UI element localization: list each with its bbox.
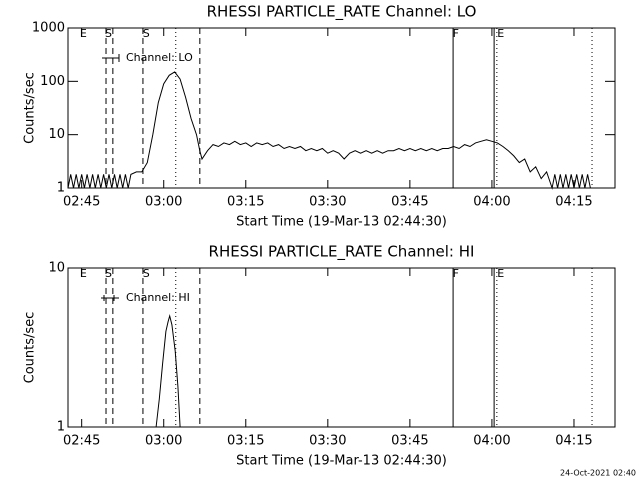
- event-label: F: [453, 27, 459, 40]
- x-tick-label: 03:30: [309, 195, 346, 210]
- x-tick-label: 03:30: [309, 434, 346, 449]
- legend-marker: [101, 295, 107, 301]
- x-tick-label: 04:00: [473, 434, 510, 449]
- y-axis-label: Counts/sec: [23, 72, 38, 144]
- plot-frame: [67, 267, 616, 428]
- x-tick-label: 03:00: [145, 434, 182, 449]
- event-label: F: [453, 267, 459, 280]
- x-tick-label: 04:15: [555, 195, 592, 210]
- x-tick-label: 02:45: [63, 434, 100, 449]
- data-line: [155, 313, 181, 428]
- legend-marker: [111, 295, 117, 301]
- x-tick-label: 03:45: [391, 434, 428, 449]
- x-tick-label: 04:00: [473, 195, 510, 210]
- y-tick-label: 10: [48, 261, 65, 276]
- y-tick-label: 10: [48, 127, 65, 142]
- chart-title: RHESSI PARTICLE_RATE Channel: LO: [207, 3, 477, 22]
- x-tick-label: 03:00: [145, 195, 182, 210]
- plot-frame: [67, 27, 616, 189]
- x-axis-label: Start Time (19-Mar-13 02:44:30): [236, 215, 447, 230]
- event-label: S: [143, 27, 150, 40]
- event-label: S: [105, 267, 112, 280]
- data-line: [67, 71, 591, 190]
- event-label: E: [80, 27, 87, 40]
- y-tick-label: 100: [40, 74, 65, 89]
- x-tick-label: 03:15: [227, 434, 264, 449]
- x-tick-label: 02:45: [63, 195, 100, 210]
- y-tick-label: 1000: [32, 21, 65, 36]
- event-label: S: [143, 267, 150, 280]
- legend-label: Channel: LO: [126, 51, 193, 64]
- event-label: E: [497, 27, 504, 40]
- event-label: S: [105, 27, 112, 40]
- y-tick-label: 1: [57, 420, 65, 435]
- x-axis-label: Start Time (19-Mar-13 02:44:30): [236, 454, 447, 469]
- y-tick-label: 1: [57, 181, 65, 196]
- event-label: E: [497, 267, 504, 280]
- x-tick-label: 04:15: [555, 434, 592, 449]
- chart-title: RHESSI PARTICLE_RATE Channel: HI: [209, 243, 475, 262]
- event-label: E: [80, 267, 87, 280]
- x-tick-label: 03:15: [227, 195, 264, 210]
- x-tick-label: 03:45: [391, 195, 428, 210]
- footer-date: 24-Oct-2021 02:40: [560, 469, 636, 478]
- y-axis-label: Counts/sec: [23, 312, 38, 384]
- legend-label: Channel: HI: [126, 291, 190, 304]
